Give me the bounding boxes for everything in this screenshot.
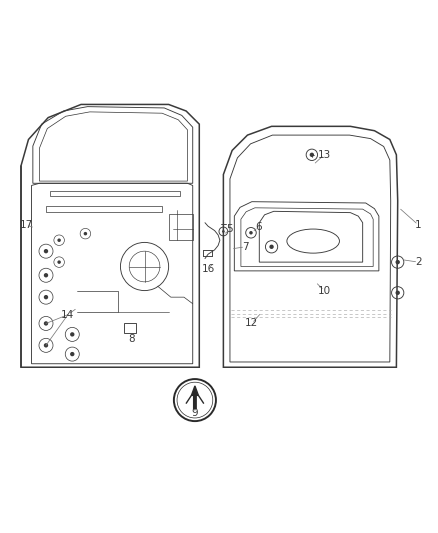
Text: 5: 5 bbox=[226, 224, 233, 235]
Circle shape bbox=[44, 343, 48, 348]
Text: 1: 1 bbox=[415, 220, 422, 230]
Circle shape bbox=[396, 290, 400, 295]
Circle shape bbox=[70, 332, 74, 336]
Text: 8: 8 bbox=[128, 334, 135, 344]
Text: 14: 14 bbox=[61, 310, 74, 320]
Polygon shape bbox=[191, 386, 198, 409]
Circle shape bbox=[44, 273, 48, 278]
Circle shape bbox=[396, 260, 400, 264]
Circle shape bbox=[269, 245, 274, 249]
Circle shape bbox=[57, 238, 61, 242]
Text: 12: 12 bbox=[245, 318, 258, 328]
Text: 17: 17 bbox=[20, 220, 33, 230]
Circle shape bbox=[84, 232, 87, 236]
Circle shape bbox=[44, 321, 48, 326]
Text: 6: 6 bbox=[255, 222, 262, 232]
Text: 13: 13 bbox=[318, 150, 331, 160]
Circle shape bbox=[310, 152, 314, 157]
Text: 7: 7 bbox=[242, 242, 249, 252]
Text: 16: 16 bbox=[202, 264, 215, 273]
Circle shape bbox=[222, 230, 225, 233]
Circle shape bbox=[57, 260, 61, 264]
Circle shape bbox=[249, 231, 253, 235]
Circle shape bbox=[44, 295, 48, 300]
Text: 9: 9 bbox=[191, 408, 198, 418]
Text: 10: 10 bbox=[318, 286, 331, 296]
Circle shape bbox=[44, 249, 48, 253]
Circle shape bbox=[70, 352, 74, 356]
Text: 2: 2 bbox=[415, 257, 422, 267]
